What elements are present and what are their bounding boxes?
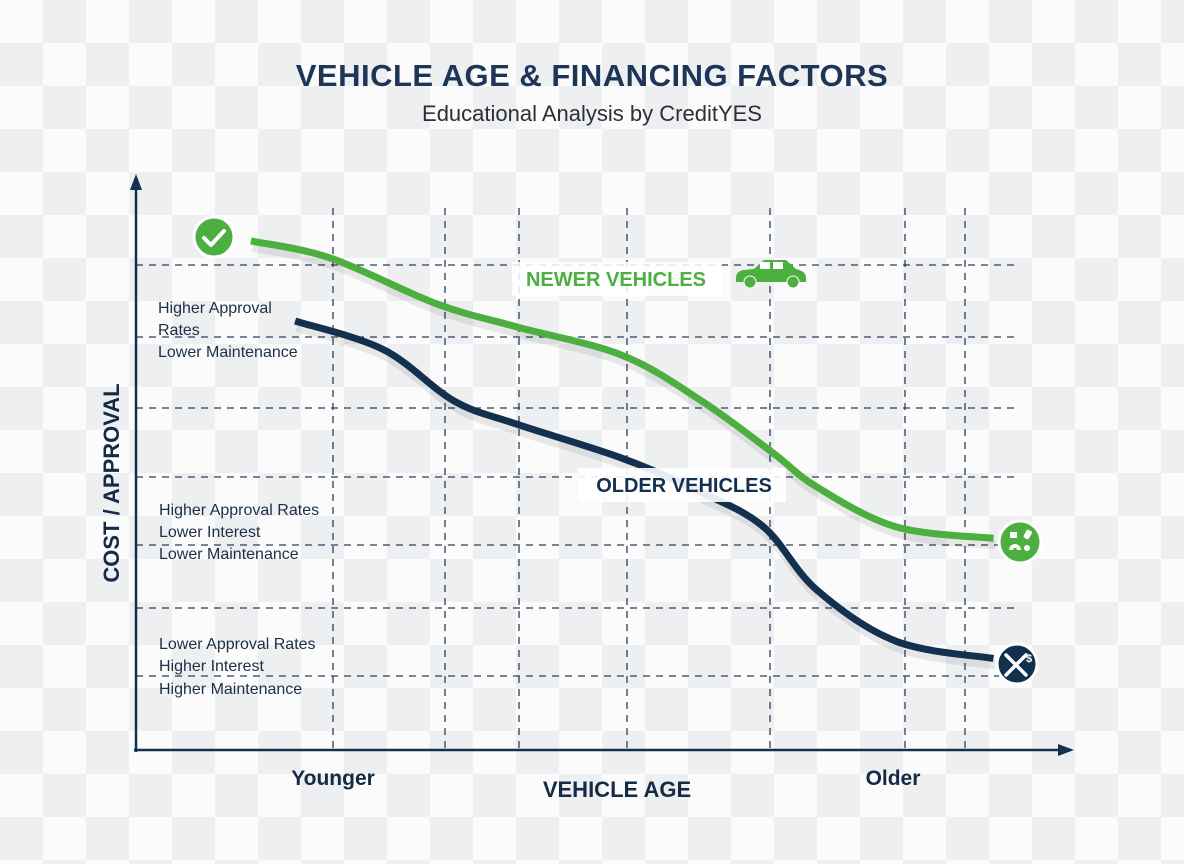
annotation-line: Rates	[158, 322, 200, 339]
annotation-line: Higher Maintenance	[159, 681, 302, 698]
x-tick-younger: Younger	[291, 767, 375, 790]
x-axis	[134, 744, 1074, 756]
annotation-top: Higher Approval Rates Lower Maintenance	[158, 300, 298, 361]
y-axis	[130, 174, 142, 752]
chart-title: VEHICLE AGE & FINANCING FACTORS	[296, 58, 888, 93]
older-label-bg	[578, 468, 786, 502]
wrench-dollar-icon: $	[995, 642, 1039, 686]
series-line-shadow	[251, 242, 997, 550]
annotation-line: Lower Maintenance	[159, 546, 299, 563]
y-axis-label: COST / APPROVAL	[99, 383, 124, 582]
annotation-line: Higher Approval Rates	[159, 502, 319, 519]
x-tick-older: Older	[866, 767, 921, 790]
annotation-line: Lower Maintenance	[158, 344, 298, 361]
newer-label-bg	[512, 262, 722, 296]
series-group	[250, 237, 997, 670]
annotation-line: Higher Approval	[158, 300, 272, 317]
x-axis-label: VEHICLE AGE	[543, 777, 691, 802]
checkmark-icon	[192, 215, 236, 259]
annotation-bottom: Lower Approval Rates Higher Interest Hig…	[159, 636, 316, 698]
series-label-older: OLDER VEHICLES	[596, 475, 772, 497]
maintenance-parts-icon	[997, 519, 1043, 565]
car-icon	[736, 260, 806, 289]
annotation-line: Higher Interest	[159, 658, 264, 675]
annotation-middle: Higher Approval Rates Lower Interest Low…	[159, 502, 319, 563]
series-label-newer: NEWER VEHICLES	[526, 269, 706, 291]
annotation-line: Lower Interest	[159, 524, 261, 541]
svg-text:$: $	[1026, 653, 1032, 665]
chart-subtitle: Educational Analysis by CreditYES	[422, 101, 762, 126]
series-line-newer-vehicles	[250, 237, 994, 542]
annotation-line: Lower Approval Rates	[159, 636, 316, 653]
